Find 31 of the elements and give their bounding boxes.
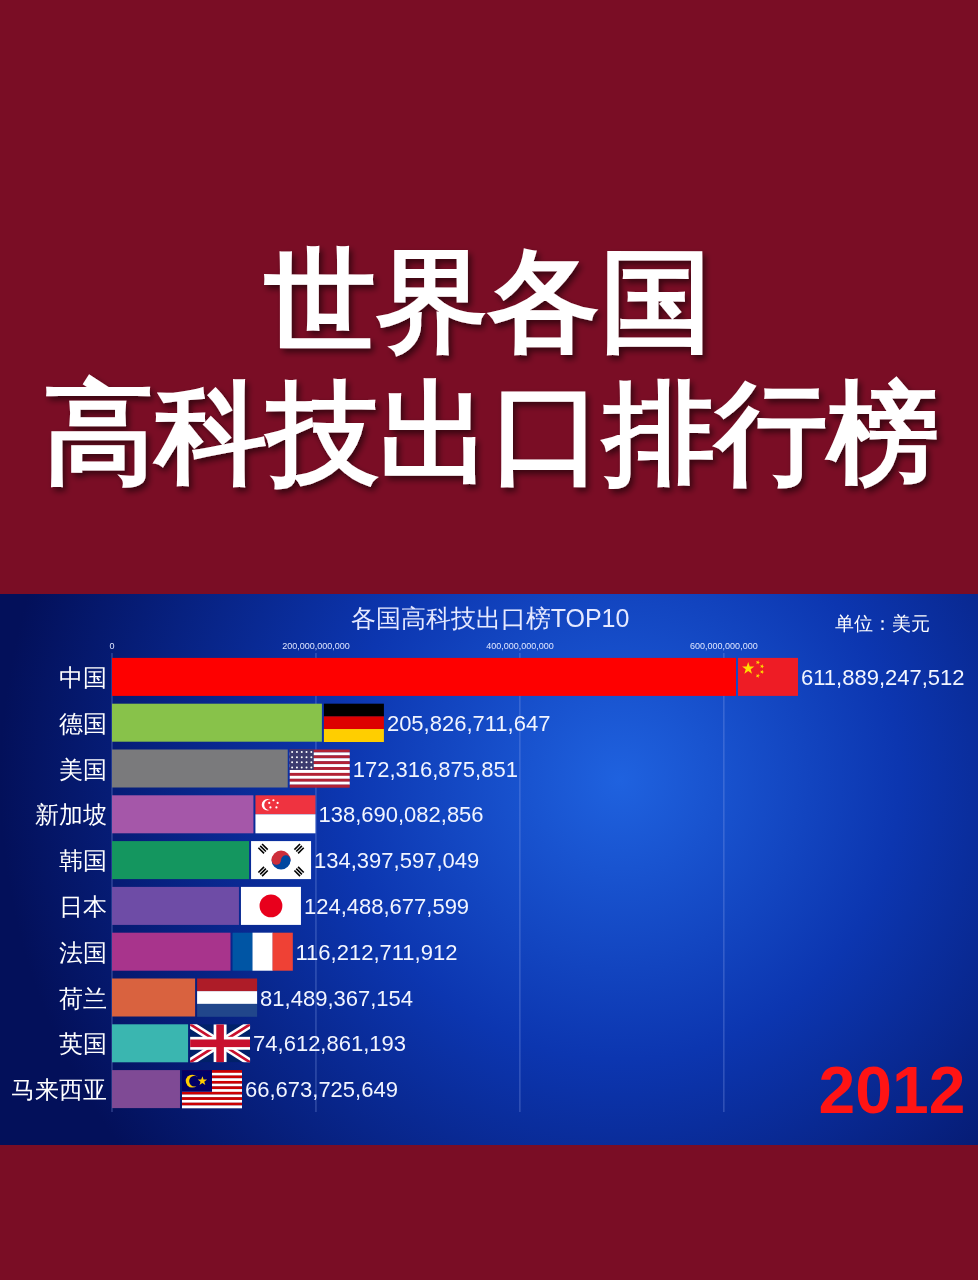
y-tick-label: 韩国 — [59, 847, 107, 875]
y-tick-label: 法国 — [59, 938, 107, 966]
data-label: 81,489,367,154 — [260, 985, 414, 1011]
text: 各国高科技出口榜TOP10 — [350, 604, 630, 632]
text: 单位：美元 — [834, 613, 930, 634]
y-tick-label: 美国 — [59, 755, 107, 783]
data-label: 66,673,725,649 — [244, 1077, 398, 1103]
bar — [112, 978, 196, 1017]
chart-subtitle: 高科技出口排行榜 — [43, 371, 939, 496]
x-tick-label: 200,000,000,000 — [282, 641, 350, 651]
data-label: 172,316,875,851 — [352, 756, 518, 782]
text: 2012 — [818, 1053, 966, 1127]
data-label: 205,826,711,647 — [386, 710, 551, 736]
data-label: 74,612,861,193 — [253, 1031, 407, 1057]
data-label: 124,488,677,599 — [303, 893, 470, 919]
y-tick-label: 日本 — [59, 892, 107, 920]
y-tick-label: 中国 — [59, 663, 107, 691]
y-tick-label: 德国 — [59, 709, 107, 737]
x-tick-label: 0 — [109, 641, 115, 651]
data-label: 134,397,597,049 — [314, 848, 480, 874]
y-tick-label: 新加坡 — [35, 801, 107, 829]
x-tick-label: 400,000,000,000 — [486, 641, 554, 651]
x-tick-label: 600,000,000,000 — [690, 641, 758, 651]
data-label: 611,889,247,512 — [801, 664, 965, 690]
data-label: 138,690,082,856 — [318, 802, 484, 828]
y-tick-label: 荷兰 — [59, 984, 107, 1012]
y-tick-label: 英国 — [59, 1030, 107, 1058]
y-tick-label: 马来西亚 — [11, 1076, 107, 1104]
chart-title: 世界各国 — [263, 239, 712, 364]
data-label: 116,212,711,912 — [295, 939, 458, 965]
bar — [112, 703, 322, 742]
